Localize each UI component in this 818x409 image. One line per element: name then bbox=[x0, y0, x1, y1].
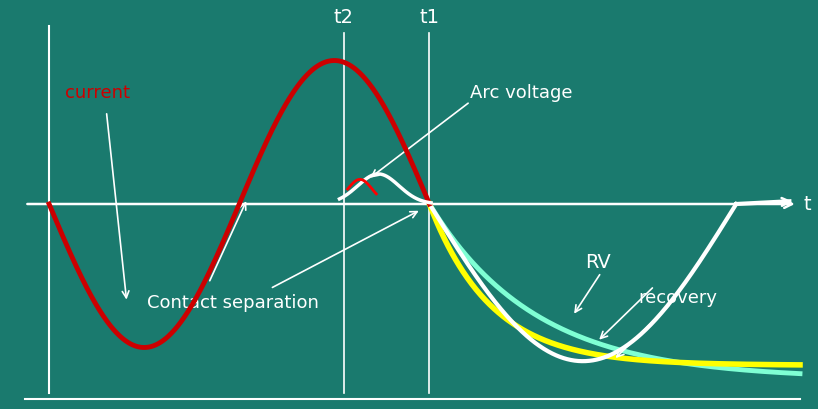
Text: current: current bbox=[65, 84, 130, 102]
Text: t2: t2 bbox=[334, 8, 353, 27]
Text: Arc voltage: Arc voltage bbox=[470, 84, 573, 102]
Text: Contact separation: Contact separation bbox=[147, 294, 319, 312]
Text: t1: t1 bbox=[420, 8, 439, 27]
Text: recovery: recovery bbox=[638, 288, 717, 306]
Text: RV: RV bbox=[585, 252, 610, 271]
Text: t: t bbox=[803, 195, 811, 214]
